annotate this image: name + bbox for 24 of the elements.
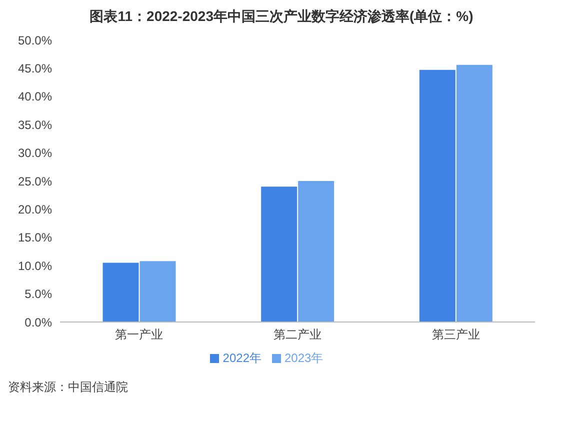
legend-label: 2022年 xyxy=(222,351,262,365)
y-tick-label: 35.0% xyxy=(18,118,52,132)
x-tick-label: 第二产业 xyxy=(274,328,322,342)
x-tick-label: 第一产业 xyxy=(115,328,164,342)
y-tick-label: 5.0% xyxy=(24,287,52,302)
bar xyxy=(140,261,176,322)
y-tick-label: 40.0% xyxy=(18,90,52,104)
y-tick-label: 25.0% xyxy=(18,174,52,188)
text: 资料来源：中国信通院 xyxy=(8,379,129,396)
y-tick-label: 0.0% xyxy=(24,315,52,330)
bar xyxy=(419,70,456,322)
x-tick-label: 第三产业 xyxy=(432,328,480,342)
legend-label: 2023年 xyxy=(284,351,324,365)
y-tick-label: 10.0% xyxy=(18,258,52,273)
chart-title: 图表11：2022-2023年中国三次产业数字经济渗透率(单位：%) xyxy=(88,8,474,26)
y-tick-label: 50.0% xyxy=(18,33,52,48)
y-tick-label: 15.0% xyxy=(18,230,52,245)
y-tick-label: 30.0% xyxy=(18,146,52,160)
bar xyxy=(261,186,298,322)
y-tick-label: 45.0% xyxy=(18,61,52,76)
bar xyxy=(456,64,492,322)
y-tick-label: 20.0% xyxy=(18,202,52,216)
bar xyxy=(298,181,334,322)
bar xyxy=(102,262,139,322)
